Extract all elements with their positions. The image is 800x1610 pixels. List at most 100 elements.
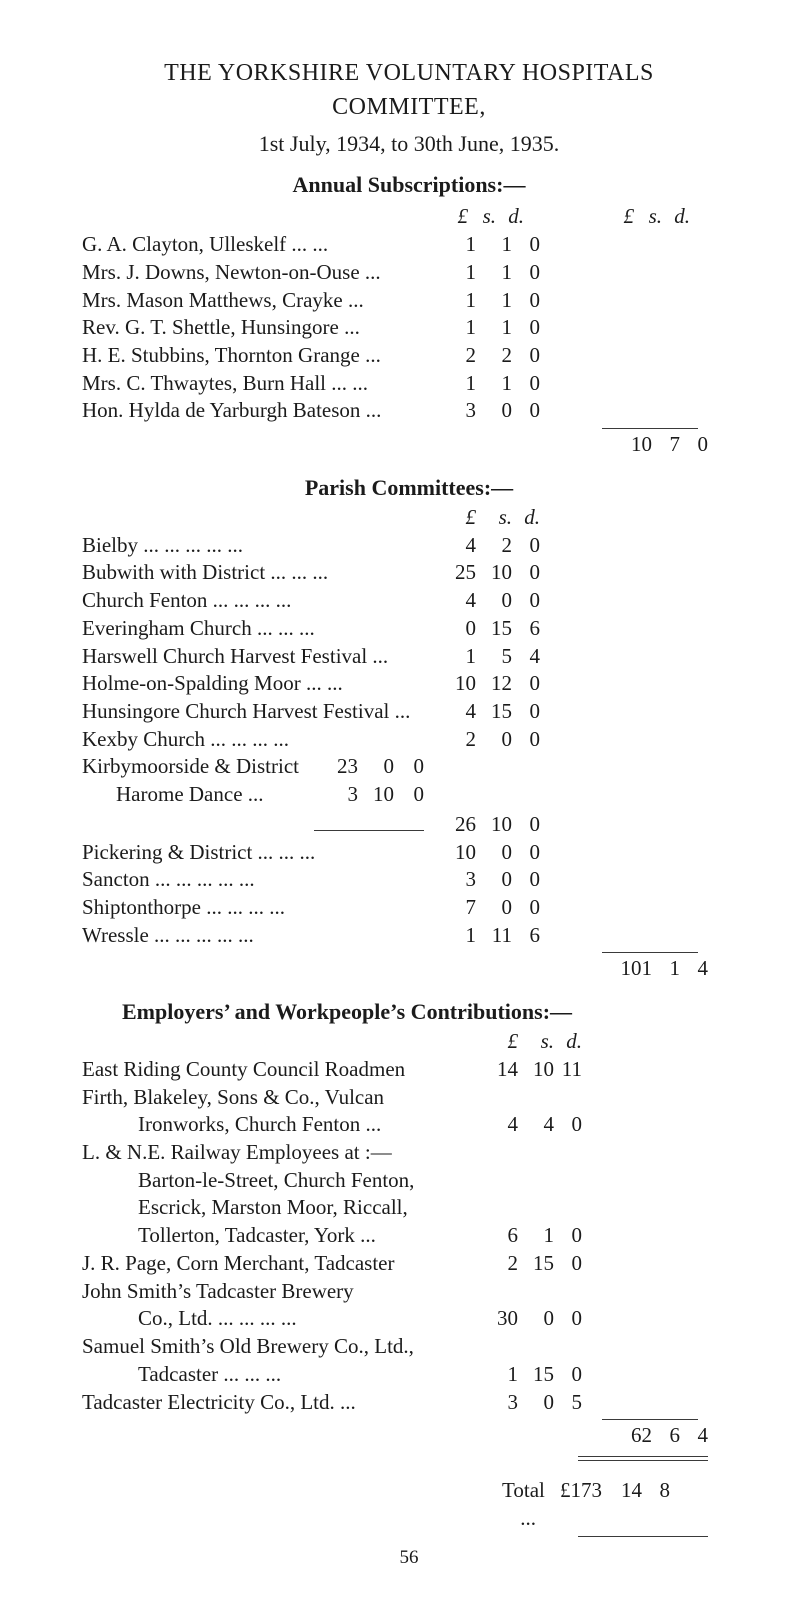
amt-pence: 0 (394, 753, 424, 781)
entry-label: Ironworks, Church Fenton ... (82, 1111, 482, 1139)
amt-shillings: 15 (476, 615, 512, 643)
entry-label: Harome Dance ... (82, 781, 318, 809)
page: THE YORKSHIRE VOLUNTARY HOSPITALS COMMIT… (0, 0, 800, 1610)
table-row: L. & N.E. Railway Employees at :— (82, 1139, 736, 1167)
amt-pence: 0 (680, 431, 708, 459)
amt-pence: 0 (512, 259, 540, 287)
table-row: Mrs. C. Thwaytes, Burn Hall ... ...110 (82, 370, 736, 398)
currency-header: £ s. d. £ s. d. (82, 203, 736, 231)
amt-pence: 0 (554, 1361, 582, 1389)
amt-pounds: 1 (440, 643, 476, 671)
amt-pounds: 25 (440, 559, 476, 587)
entry-label: Samuel Smith’s Old Brewery Co., Ltd., (82, 1333, 482, 1361)
amt-shillings: 1 (518, 1222, 554, 1250)
amt-pounds: 1 (440, 314, 476, 342)
table-row: Tollerton, Tadcaster, York ...610 (82, 1222, 736, 1250)
entry-label: John Smith’s Tadcaster Brewery (82, 1278, 482, 1306)
amt-shillings: 0 (476, 894, 512, 922)
amt-pounds: 23 (318, 753, 358, 781)
kirbymoorside-row: Kirbymoorside & District 23 0 0 (82, 753, 736, 781)
amt-pounds: 14 (482, 1056, 518, 1084)
shillings-abbr: s. (468, 203, 496, 231)
grand-total: Total ... £173 14 8 (82, 1477, 736, 1532)
amt-pence: 0 (512, 866, 540, 894)
entry-label: Barton-le-Street, Church Fenton, (82, 1167, 482, 1195)
amt-shillings: 1 (476, 259, 512, 287)
entry-label: Wressle ... ... ... ... ... (82, 922, 440, 950)
amt-pence: 0 (512, 726, 540, 754)
entry-label: Pickering & District ... ... ... (82, 839, 440, 867)
entry-label: Hon. Hylda de Yarburgh Bateson ... (82, 397, 440, 425)
table-row: Samuel Smith’s Old Brewery Co., Ltd., (82, 1333, 736, 1361)
table-row: Hon. Hylda de Yarburgh Bateson ...300 (82, 397, 736, 425)
amt-shillings: 11 (476, 922, 512, 950)
table-row: Holme-on-Spalding Moor ... ...10120 (82, 670, 736, 698)
amt-pounds: 6 (482, 1222, 518, 1250)
amt-pence: 8 (642, 1477, 670, 1532)
amt-shillings: 1 (476, 370, 512, 398)
amt-pounds: 4 (440, 532, 476, 560)
amt-pounds: 1 (440, 922, 476, 950)
table-row: Sancton ... ... ... ... ...300 (82, 866, 736, 894)
table-row: Bielby ... ... ... ... ...420 (82, 532, 736, 560)
amt-pence: 0 (554, 1111, 582, 1139)
entry-label: Tadcaster ... ... ... (82, 1361, 482, 1389)
amt-pence: 0 (512, 287, 540, 315)
employers-heading: Employers’ and Workpeople’s Contribution… (82, 997, 736, 1026)
entry-label: Kirbymoorside & District (82, 753, 318, 781)
table-row: Mrs. J. Downs, Newton-on-Ouse ...110 (82, 259, 736, 287)
amt-pence: 0 (512, 698, 540, 726)
amt-pence: 0 (512, 532, 540, 560)
table-row: Harswell Church Harvest Festival ...154 (82, 643, 736, 671)
table-row: Shiptonthorpe ... ... ... ...700 (82, 894, 736, 922)
annual-subs-heading: Annual Subscriptions:— (82, 170, 736, 199)
rule (602, 1419, 698, 1420)
amt-shillings: 0 (358, 753, 394, 781)
entry-label: Sancton ... ... ... ... ... (82, 866, 440, 894)
grand-total-label: Total ... (502, 1477, 542, 1532)
table-row: Mrs. Mason Matthews, Crayke ...110 (82, 287, 736, 315)
amt-shillings: 15 (476, 698, 512, 726)
amt-shillings: 10 (476, 811, 512, 839)
title-line-2: COMMITTEE, (82, 92, 736, 124)
pence-abbr: d. (554, 1028, 582, 1056)
amt-pounds: 2 (482, 1250, 518, 1278)
amt-shillings: 2 (476, 342, 512, 370)
entry-label: Shiptonthorpe ... ... ... ... (82, 894, 440, 922)
amt-shillings: 1 (476, 314, 512, 342)
entry-label: Mrs. C. Thwaytes, Burn Hall ... ... (82, 370, 440, 398)
amt-pence: 0 (554, 1305, 582, 1333)
entry-label: Firth, Blakeley, Sons & Co., Vulcan (82, 1084, 482, 1112)
title-line-1: THE YORKSHIRE VOLUNTARY HOSPITALS (82, 58, 736, 90)
annual-subs-total: 10 7 0 (82, 431, 736, 459)
amt-pence: 6 (512, 922, 540, 950)
amt-shillings: 0 (476, 866, 512, 894)
entry-label: G. A. Clayton, Ulleskelf ... ... (82, 231, 440, 259)
amt-pence: 0 (512, 342, 540, 370)
pound-symbol: £ (440, 203, 468, 231)
title-line-3: 1st July, 1934, to 30th June, 1935. (82, 129, 736, 158)
table-row: Pickering & District ... ... ...1000 (82, 839, 736, 867)
amt-pounds: 1 (482, 1361, 518, 1389)
entry-label: J. R. Page, Corn Merchant, Tadcaster (82, 1250, 482, 1278)
pence-abbr: d. (512, 504, 540, 532)
amt-shillings: 4 (518, 1111, 554, 1139)
amt-shillings: 7 (652, 431, 680, 459)
table-row: Wressle ... ... ... ... ...1116 (82, 922, 736, 950)
amt-pounds: 1 (440, 231, 476, 259)
amt-shillings: 6 (652, 1422, 680, 1450)
employers-total: 62 6 4 (82, 1422, 736, 1450)
amt-pounds: 3 (440, 397, 476, 425)
amt-shillings: 15 (518, 1250, 554, 1278)
entry-label: Hunsingore Church Harvest Festival ... (82, 698, 440, 726)
parish-heading: Parish Committees:— (82, 473, 736, 502)
amt-shillings: 2 (476, 532, 512, 560)
shillings-abbr: s. (476, 504, 512, 532)
entry-label: H. E. Stubbins, Thornton Grange ... (82, 342, 440, 370)
table-row: Hunsingore Church Harvest Festival ...41… (82, 698, 736, 726)
entry-label: Rev. G. T. Shettle, Hunsingore ... (82, 314, 440, 342)
amt-pounds: 3 (440, 866, 476, 894)
amt-pence: 0 (512, 370, 540, 398)
entry-label: Church Fenton ... ... ... ... (82, 587, 440, 615)
amt-shillings: 5 (476, 643, 512, 671)
